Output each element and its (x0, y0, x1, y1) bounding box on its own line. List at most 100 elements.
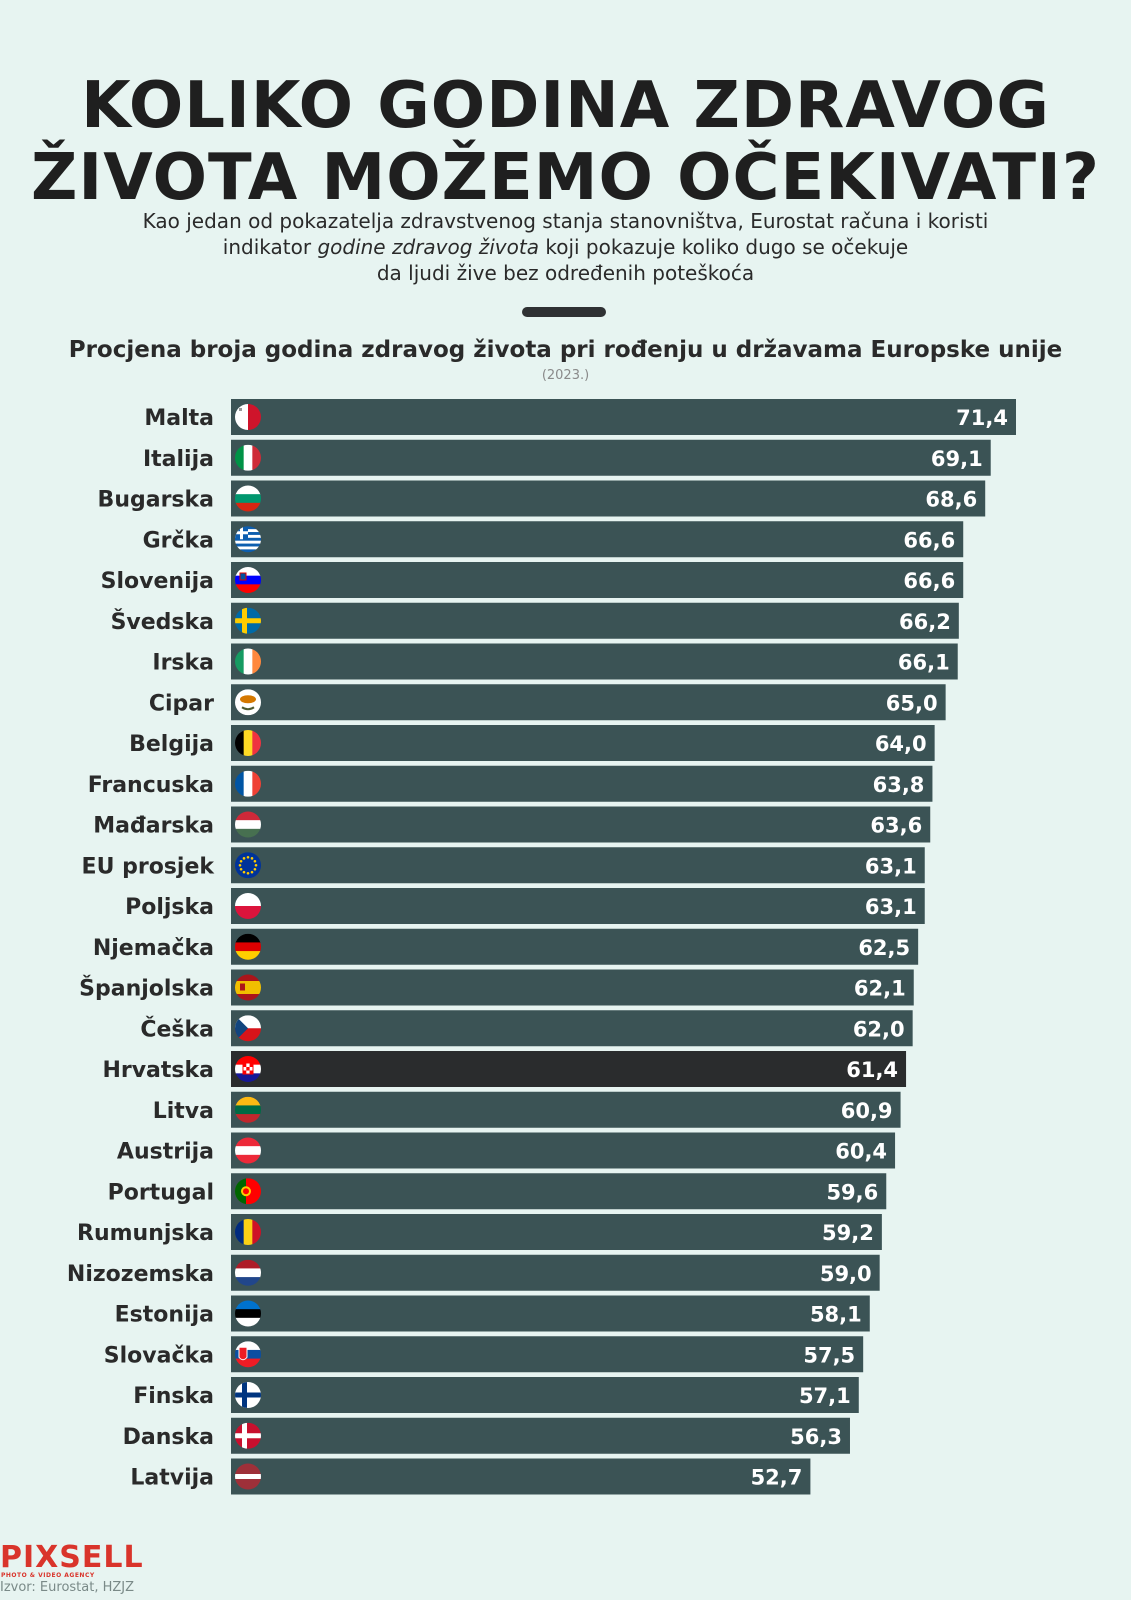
data-label: 65,0 (886, 691, 938, 715)
flag-ireland-icon (235, 648, 261, 675)
flag-austria-icon (235, 1137, 261, 1164)
bar (231, 1010, 913, 1047)
data-label: 66,6 (903, 569, 955, 593)
flag-belgium-icon (235, 730, 261, 756)
bar (231, 399, 1016, 435)
data-label: 68,6 (925, 488, 977, 512)
data-label: 58,1 (810, 1303, 862, 1327)
bar (231, 562, 964, 598)
category-label: Mađarska (93, 814, 214, 839)
category-label: Danska (123, 1425, 214, 1450)
flag-croatia-icon (235, 1056, 261, 1082)
category-label: EU prosjek (82, 854, 216, 879)
data-label: 62,1 (854, 977, 906, 1001)
category-label: Grčka (143, 528, 214, 553)
flag-germany-icon (235, 933, 261, 960)
category-label: Latvija (130, 1466, 214, 1491)
category-label: Švedska (111, 609, 214, 635)
flag-greece-icon (235, 526, 261, 553)
category-label: Hrvatska (102, 1058, 214, 1083)
flag-lithuania-icon (235, 1096, 261, 1123)
category-label: Litva (153, 1099, 214, 1124)
page-subtitle: Kao jedan od pokazatelja zdravstvenog st… (60, 208, 1071, 286)
bar (231, 1132, 896, 1169)
data-label: 69,1 (931, 447, 983, 471)
data-label: 62,0 (853, 1017, 905, 1041)
category-label: Irska (152, 651, 214, 676)
data-label: 59,2 (822, 1221, 874, 1245)
category-label: Cipar (149, 691, 214, 716)
flag-romania-icon (235, 1219, 261, 1245)
category-label: Portugal (108, 1180, 214, 1205)
category-label: Slovačka (104, 1343, 214, 1368)
category-label: Estonija (115, 1303, 214, 1328)
category-label: Belgija (129, 732, 214, 757)
bar (231, 969, 914, 1006)
flag-portugal-icon (235, 1178, 261, 1205)
data-label: 61,4 (846, 1058, 898, 1082)
category-label: Slovenija (101, 569, 214, 594)
bar (231, 643, 958, 680)
bar (231, 928, 919, 965)
bar (231, 1336, 864, 1373)
bar (231, 684, 946, 721)
bar (231, 480, 986, 517)
subtitle-line-2-post: koji pokazuje koliko dugo se očekuje (538, 235, 909, 259)
category-label: Francuska (88, 773, 214, 798)
page-title: KOLIKO GODINA ZDRAVOG ŽIVOTA MOŽEMO OČEK… (0, 70, 1131, 214)
title-line-2: ŽIVOTA MOŽEMO OČEKIVATI? (31, 141, 1100, 215)
data-label: 66,1 (898, 651, 950, 675)
bar (231, 1458, 811, 1495)
data-label: 63,8 (873, 773, 925, 797)
bar (231, 1377, 859, 1413)
flag-slovenia-icon (235, 567, 261, 593)
data-label: 57,1 (799, 1384, 851, 1408)
bar (231, 765, 933, 802)
bar (231, 1091, 901, 1128)
category-label: Španjolska (79, 976, 214, 1002)
data-label: 60,9 (841, 1099, 893, 1123)
data-label: 63,1 (865, 895, 917, 919)
flag-malta-icon (235, 404, 261, 430)
flag-spain-icon (235, 974, 261, 1001)
category-label: Nizozemska (67, 1262, 214, 1287)
flag-latvia-icon (235, 1463, 261, 1490)
flag-cyprus-icon (235, 689, 261, 716)
bar (231, 725, 935, 761)
data-label: 56,3 (790, 1425, 842, 1449)
pixsell-logo: PIXSELL (0, 1540, 144, 1575)
flag-eu-icon (235, 852, 261, 879)
flag-france-icon (235, 770, 261, 797)
category-label: Italija (143, 447, 214, 472)
flag-netherlands-icon (235, 1259, 261, 1286)
category-label: Austrija (117, 1140, 214, 1165)
chart-title: Procjena broja godina zdravog života pri… (68, 337, 1063, 363)
category-label: Finska (133, 1384, 214, 1409)
divider (522, 307, 606, 317)
data-label: 57,5 (803, 1343, 855, 1367)
data-label: 59,6 (826, 1180, 878, 1204)
flag-estonia-icon (235, 1300, 261, 1327)
subtitle-line-2-pre: indikator (222, 235, 318, 259)
pixsell-logo-subtitle: PHOTO & VIDEO AGENCY (1, 1572, 95, 1579)
data-label: 62,5 (858, 936, 910, 960)
bar (231, 1051, 907, 1087)
bar (231, 1214, 882, 1250)
data-label: 63,1 (865, 854, 917, 878)
category-label: Češka (140, 1016, 214, 1042)
bar (231, 1295, 870, 1332)
data-label: 66,6 (903, 528, 955, 552)
subtitle-line-1: Kao jedan od pokazatelja zdravstvenog st… (142, 209, 989, 233)
data-label: 64,0 (875, 732, 927, 756)
data-label: 60,4 (835, 1140, 887, 1164)
flag-poland-icon (235, 893, 261, 919)
chart-year: (2023.) (541, 368, 590, 383)
bar (231, 439, 991, 476)
data-label: 63,6 (870, 814, 922, 838)
flag-slovakia-icon (235, 1341, 261, 1368)
bar (231, 1417, 850, 1454)
flag-italy-icon (235, 444, 261, 471)
subtitle-line-2: indikator godine zdravog života koji pok… (60, 234, 1071, 260)
data-label: 52,7 (751, 1466, 803, 1490)
